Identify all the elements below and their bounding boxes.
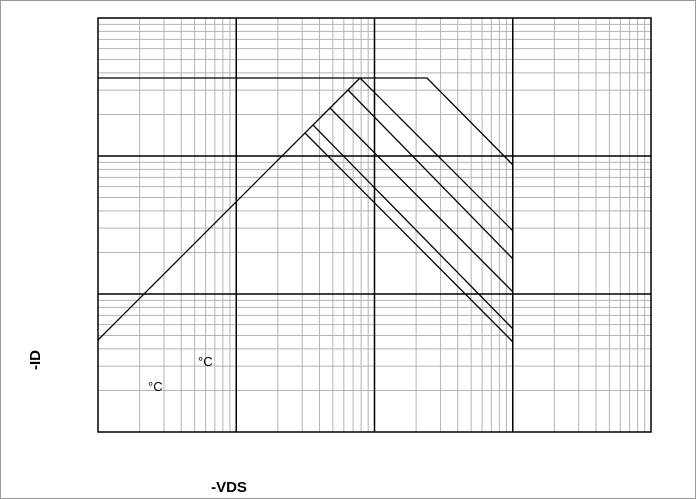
curve	[98, 77, 514, 166]
curve	[347, 89, 514, 260]
curve	[97, 77, 361, 341]
plot-border	[97, 17, 652, 433]
y-axis-label: -ID	[27, 350, 44, 370]
annotation: °C	[198, 354, 213, 369]
curve	[304, 132, 514, 343]
curves	[97, 77, 514, 343]
curve	[359, 77, 514, 232]
annotation: °C	[148, 379, 163, 394]
curve	[312, 124, 514, 330]
grid	[98, 18, 651, 432]
curve	[329, 107, 514, 293]
x-axis-label: -VDS	[211, 479, 247, 496]
